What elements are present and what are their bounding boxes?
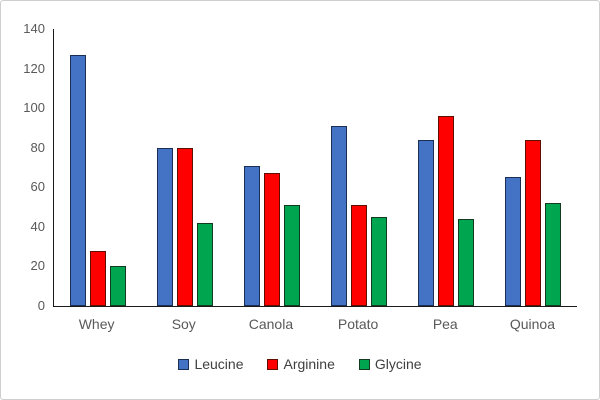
y-axis-tick-label: 60 — [30, 179, 45, 195]
y-axis-tick-label: 20 — [30, 258, 45, 274]
category-label-quinoa: Quinoa — [509, 316, 556, 332]
y-axis-tick-label: 0 — [37, 298, 45, 313]
legend-label: Glycine — [374, 356, 422, 372]
bar-groups — [54, 29, 577, 306]
category-label-pea: Pea — [432, 316, 458, 332]
legend-swatch-glycine — [358, 358, 370, 370]
legend-label: Leucine — [194, 356, 244, 372]
bar-leucine-whey — [69, 54, 86, 306]
bar-glycine-whey — [109, 266, 126, 306]
category-label-soy: Soy — [171, 316, 196, 332]
bar-arginine-soy — [176, 147, 193, 306]
legend-item-arginine: Arginine — [267, 356, 335, 372]
bar-group-canola — [228, 29, 315, 306]
bar-leucine-quinoa — [505, 177, 522, 306]
bar-leucine-soy — [156, 147, 173, 306]
y-axis-tick-label: 100 — [23, 100, 45, 116]
category-label-potato: Potato — [337, 316, 379, 332]
x-axis-labels: Whey Soy Canola Potato Pea Quinoa — [53, 316, 576, 332]
y-axis: 0 20 40 60 80 100 120 140 — [1, 1, 47, 399]
bar-leucine-pea — [418, 139, 435, 306]
bar-glycine-pea — [458, 218, 475, 306]
legend: Leucine Arginine Glycine — [1, 356, 599, 372]
legend-item-leucine: Leucine — [178, 356, 243, 372]
y-axis-tick-label: 140 — [23, 21, 45, 36]
bar-arginine-quinoa — [525, 139, 542, 306]
bar-group-whey — [54, 29, 141, 306]
bar-arginine-pea — [438, 116, 455, 306]
y-axis-tick-label: 80 — [30, 139, 45, 155]
bar-leucine-potato — [331, 125, 348, 306]
bar-glycine-canola — [283, 205, 300, 306]
category-label-whey: Whey — [78, 316, 115, 332]
bar-arginine-whey — [89, 250, 106, 306]
category-label-canola: Canola — [248, 316, 294, 332]
legend-swatch-arginine — [267, 358, 279, 370]
bar-group-quinoa — [490, 29, 577, 306]
bar-group-potato — [316, 29, 403, 306]
bar-glycine-soy — [196, 222, 213, 306]
bar-glycine-quinoa — [545, 203, 562, 306]
y-axis-tick-label: 120 — [23, 60, 45, 76]
legend-swatch-leucine — [178, 358, 190, 370]
bar-arginine-canola — [263, 173, 280, 306]
bar-group-soy — [141, 29, 228, 306]
plot-area — [53, 29, 577, 307]
legend-label: Arginine — [283, 356, 335, 372]
bar-glycine-potato — [371, 216, 388, 306]
legend-item-glycine: Glycine — [358, 356, 422, 372]
bar-leucine-canola — [243, 165, 260, 306]
bar-arginine-potato — [351, 205, 368, 306]
y-axis-tick-label: 40 — [30, 218, 45, 234]
bar-group-pea — [403, 29, 490, 306]
